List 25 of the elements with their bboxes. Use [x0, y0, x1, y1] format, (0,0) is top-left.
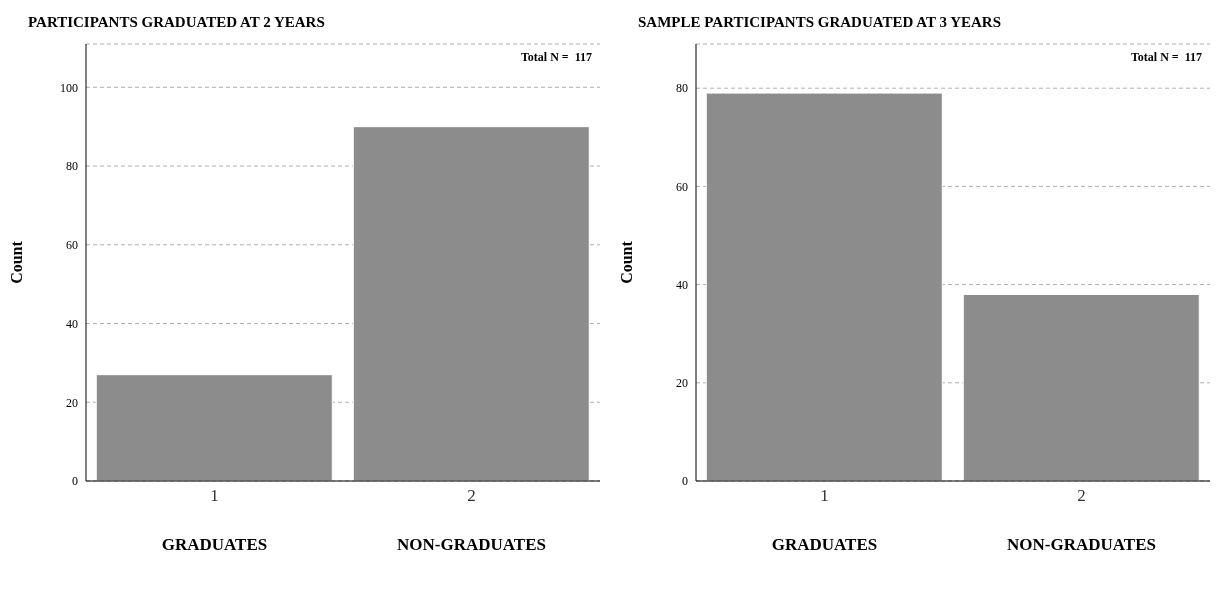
y-axis-title: Count [617, 240, 635, 284]
text: GRADUATES [770, 535, 879, 555]
y-tick-label: 60 [66, 238, 78, 253]
y-tick-label: 60 [676, 179, 688, 194]
y-tick-label: 20 [66, 395, 78, 410]
x-tick-label: 1 [210, 486, 219, 506]
y-tick-label: 0 [682, 474, 688, 489]
annotation: Total N = 117 [1130, 50, 1202, 65]
y-tick-label: 20 [676, 376, 688, 391]
y-tick-label: 40 [66, 316, 78, 331]
chart-title: PARTICIPANTS GRADUATED AT 2 YEARS [28, 14, 325, 31]
y-tick-label: 40 [676, 277, 688, 292]
y-tick-label: 80 [66, 159, 78, 174]
annotation: Total N = 117 [520, 50, 592, 65]
chart-title: SAMPLE PARTICIPANTS GRADUATED AT 3 YEARS [638, 14, 1001, 31]
y-tick-label: 0 [72, 474, 78, 489]
text: NON-GRADUATES [396, 535, 547, 555]
x-tick-label: 2 [467, 486, 476, 506]
x-tick-label: 1 [820, 486, 829, 506]
y-axis-title: Count [7, 240, 25, 284]
text: NON-GRADUATES [1006, 535, 1157, 555]
x-tick-label: 2 [1077, 486, 1086, 506]
text: GRADUATES [160, 535, 269, 555]
y-tick-label: 100 [60, 80, 78, 95]
y-tick-label: 80 [676, 81, 688, 96]
